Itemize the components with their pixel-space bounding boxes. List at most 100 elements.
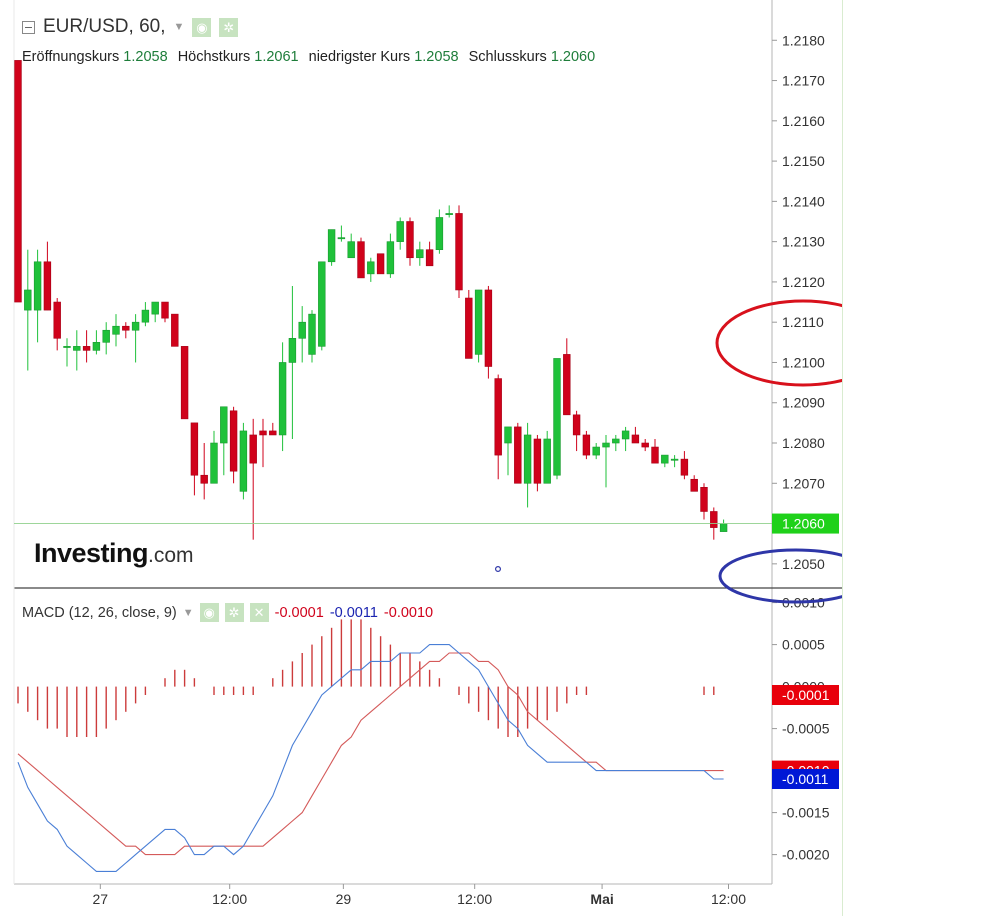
- candle-body: [239, 430, 248, 492]
- close-icon[interactable]: ✕: [249, 603, 269, 622]
- hist-badge-bg: [772, 685, 839, 705]
- candle-body: [357, 241, 365, 279]
- candle-body: [327, 229, 336, 263]
- candle-body: [533, 438, 542, 484]
- candle-body: [425, 249, 434, 267]
- candle-body: [474, 289, 483, 355]
- candle-body: [53, 301, 61, 339]
- value-badges: 1.2060-0.0001-0.0010-0.0011: [772, 513, 839, 789]
- price-tick-label: 1.2130: [782, 234, 825, 250]
- price-tick-label: 1.2170: [782, 73, 825, 89]
- blue-annotation-ellipse: [718, 548, 842, 604]
- price-tick-label: 1.2080: [782, 435, 825, 451]
- time-tick-label: 12:00: [457, 891, 492, 907]
- price-tick-label: 1.2100: [782, 354, 825, 370]
- candle-body: [572, 414, 581, 436]
- candle-body: [259, 430, 267, 436]
- crosshair-dot: [495, 565, 502, 572]
- candle-body: [200, 474, 208, 484]
- eye-icon[interactable]: ◉: [192, 17, 212, 37]
- time-tick-label: Mai: [590, 891, 613, 907]
- close-label: Schlusskurs: [468, 49, 547, 65]
- open-value: 1.2058: [123, 49, 168, 65]
- candle-body: [494, 378, 502, 456]
- ohlc-legend: Eröffnungskurs 1.2058 Höchstkurs 1.2061 …: [22, 49, 601, 65]
- candle-body: [710, 511, 718, 528]
- candle-body: [670, 458, 679, 461]
- candle-body: [406, 221, 414, 259]
- macd-legend: MACD (12, 26, close, 9) ▼ ◉ ✲ ✕ -0.0001 …: [22, 603, 433, 622]
- macd-lines: [17, 644, 724, 872]
- gear-icon[interactable]: ✲: [219, 17, 239, 37]
- candle-body: [24, 289, 32, 311]
- investing-logo: Investing.com: [34, 538, 194, 568]
- candle-body: [308, 313, 316, 355]
- candle-body: [416, 249, 424, 259]
- candle-body: [612, 438, 620, 444]
- candle-body: [621, 430, 630, 440]
- candle-body: [102, 329, 110, 343]
- price-tick-label: 1.2160: [782, 113, 825, 129]
- candle-body: [553, 358, 561, 476]
- collapse-icon[interactable]: [22, 20, 35, 34]
- price-candles: [14, 60, 772, 540]
- candle-body: [386, 241, 395, 275]
- macd-line: [17, 644, 724, 872]
- candle-body: [719, 523, 728, 532]
- symbol-legend: EUR/USD, 60, ▼ ◉ ✲: [22, 16, 239, 38]
- chart-frame: 1.2180 1.2170 1.2160 1.2150 1.2140 1.2130 1.21…: [0, 0, 843, 916]
- macd-tick-label: -0.0015: [782, 805, 830, 821]
- candle-body: [700, 487, 708, 512]
- candle-body: [661, 454, 669, 464]
- macd-tick-label: -0.0020: [782, 847, 830, 863]
- macd-tick-label: 0.0005: [782, 637, 825, 653]
- macd-axis: 0.00100.00050.0000-0.0005-0.0010-0.0015-…: [772, 595, 830, 863]
- candle-body: [651, 446, 659, 464]
- macd-hist-value: -0.0001: [274, 604, 324, 621]
- candle-body: [180, 346, 189, 420]
- candle-body: [298, 321, 306, 339]
- candle-body: [465, 297, 473, 359]
- chevron-down-icon[interactable]: ▼: [173, 21, 185, 33]
- time-tick-label: 12:00: [212, 891, 247, 907]
- symbol-title[interactable]: EUR/USD, 60,: [43, 16, 166, 37]
- candle-body: [563, 354, 571, 416]
- candle-body: [288, 338, 297, 363]
- chart-canvas[interactable]: 1.2180 1.2170 1.2160 1.2150 1.2140 1.2130 1.21…: [0, 0, 842, 916]
- candle-body: [318, 261, 326, 347]
- gear-icon[interactable]: ✲: [224, 603, 244, 622]
- candle-body: [514, 426, 522, 484]
- candle-body: [269, 430, 277, 436]
- open-label: Eröffnungskurs: [22, 49, 120, 65]
- eye-icon[interactable]: ◉: [199, 603, 219, 622]
- time-tick-label: 12:00: [711, 891, 746, 907]
- candle-body: [131, 321, 140, 331]
- candle-body: [523, 434, 532, 484]
- candle-body: [347, 241, 355, 259]
- chevron-down-icon[interactable]: ▼: [182, 606, 194, 619]
- candle-body: [33, 261, 42, 311]
- candle-body: [582, 434, 591, 456]
- macd-label[interactable]: MACD (12, 26, close, 9): [22, 604, 177, 621]
- candle-body: [543, 438, 551, 484]
- last-price-badge-bg: [772, 513, 839, 534]
- macd-histogram: [17, 619, 715, 737]
- candle-body: [161, 301, 169, 319]
- candle-body: [455, 213, 463, 291]
- candle-body: [602, 442, 610, 448]
- high-label: Höchstkurs: [177, 49, 251, 65]
- candle-body: [690, 478, 698, 492]
- price-tick-label: 1.2120: [782, 274, 825, 290]
- macd-tick-label: -0.0005: [782, 721, 830, 737]
- time-tick-label: 29: [336, 891, 352, 907]
- candle-body: [504, 426, 512, 444]
- price-tick-label: 1.2150: [782, 153, 825, 169]
- high-value: 1.2061: [254, 49, 299, 65]
- price-tick-label: 1.2090: [782, 395, 825, 411]
- last-price-badge: 1.2060: [782, 516, 825, 532]
- macd-line-value: -0.0011: [329, 604, 378, 621]
- candle-body: [190, 422, 199, 476]
- candle-body: [680, 458, 689, 476]
- price-tick-label: 1.2180: [782, 32, 825, 48]
- candle-body: [641, 442, 649, 448]
